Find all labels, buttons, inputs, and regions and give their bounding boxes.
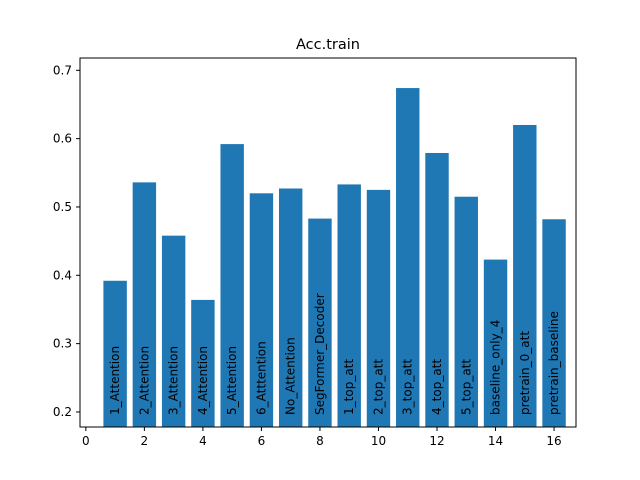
bar-3: [161, 235, 186, 427]
x-tick-label: 0: [82, 434, 90, 448]
bar-label-8: SegFormer_Decoder: [313, 293, 327, 415]
x-tick-label: 16: [546, 434, 561, 448]
x-axis: 0 2 4 6 8 10 12 14 16: [82, 427, 562, 448]
y-tick-label: 0.3: [53, 337, 72, 351]
y-tick-label: 0.5: [53, 200, 72, 214]
y-tick-label: 0.2: [53, 405, 72, 419]
bar-2: [132, 182, 157, 427]
bar-11: [396, 88, 420, 428]
bars: [103, 88, 566, 428]
bar-label-12: 4_top_att: [430, 359, 444, 415]
bar-16: [542, 219, 566, 427]
bar-6: [249, 193, 274, 427]
x-tick-label: 4: [199, 434, 207, 448]
bar-label-4: 4_Attention: [196, 346, 210, 415]
x-tick-label: 10: [371, 434, 386, 448]
bar-label-15: pretrain_0_att: [518, 331, 532, 415]
bar-label-13: 5_top_att: [459, 359, 473, 415]
bar-label-2: 2_Attention: [137, 346, 151, 415]
bar-9: [337, 184, 361, 427]
bar-12: [425, 152, 449, 427]
x-tick-label: 2: [141, 434, 149, 448]
bar-label-9: 1_top_att: [342, 359, 356, 415]
y-tick-label: 0.6: [53, 132, 72, 146]
bar-7: [278, 188, 303, 427]
plot-frame: [79, 57, 577, 428]
x-tick-label: 14: [488, 434, 503, 448]
y-axis: 0.2 0.3 0.4 0.5 0.6 0.7: [53, 63, 80, 419]
bar-label-5: 5_Attention: [225, 346, 239, 415]
bar-label-1: 1_Attention: [108, 346, 122, 415]
bar-1: [103, 280, 127, 427]
bar-labels: 1_Attention 2_Attention 3_Attention 4_Atten…: [108, 293, 561, 415]
chart-title: Acc.train: [296, 37, 360, 53]
bar-label-7: No_Attention: [284, 337, 298, 415]
y-tick-label: 0.4: [53, 268, 72, 282]
bar-label-14: baseline_only_4: [489, 320, 503, 415]
y-tick-label: 0.7: [53, 63, 72, 77]
bar-15: [513, 124, 537, 427]
bar-label-10: 2_top_att: [371, 359, 385, 415]
x-tick-label: 8: [316, 434, 324, 448]
bar-13: [454, 196, 478, 427]
bar-label-3: 3_Attention: [167, 346, 181, 415]
x-tick-label: 6: [258, 434, 266, 448]
bar-label-16: pretrain_baseline: [547, 311, 561, 415]
bar-5: [220, 144, 244, 427]
bar-4: [191, 299, 215, 427]
bar-label-6: 6_Atttention: [254, 341, 268, 415]
bar-14: [483, 259, 508, 427]
bar-10: [366, 189, 391, 427]
x-tick-label: 12: [429, 434, 444, 448]
bar-label-11: 3_top_att: [401, 359, 415, 415]
bar-8: [308, 218, 332, 427]
